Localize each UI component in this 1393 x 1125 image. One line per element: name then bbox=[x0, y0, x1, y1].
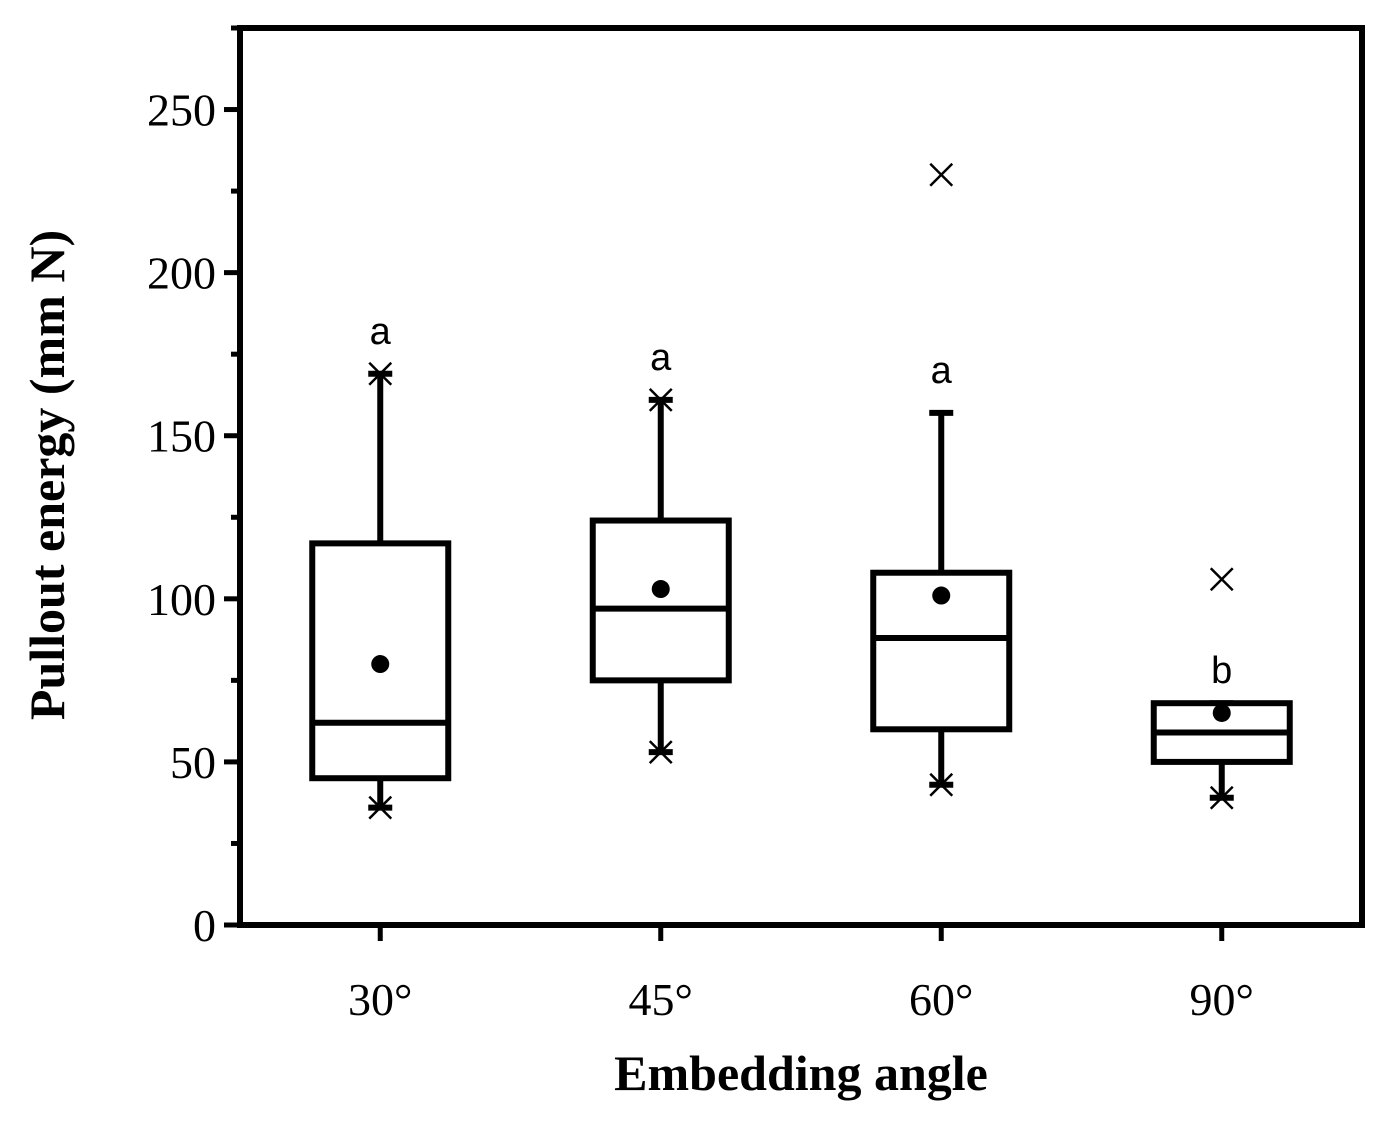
min-marker bbox=[929, 772, 954, 797]
box-1: a bbox=[309, 311, 452, 820]
outlier-marker bbox=[929, 162, 954, 187]
y-tick-label: 0 bbox=[193, 900, 216, 951]
max-marker bbox=[648, 387, 673, 412]
box-series: a a a b bbox=[309, 162, 1293, 820]
interquartile-box bbox=[589, 517, 732, 684]
significance-label: a bbox=[370, 311, 392, 353]
max-marker-stroke bbox=[368, 361, 393, 386]
min-marker-stroke bbox=[648, 740, 673, 765]
x-tick-label: 30° bbox=[348, 974, 412, 1025]
x-axis: 30° 45° 60° 90° bbox=[348, 925, 1254, 1025]
y-tick-label: 200 bbox=[147, 248, 216, 299]
y-tick-label: 150 bbox=[147, 411, 216, 462]
min-marker-stroke bbox=[929, 772, 954, 797]
box-3: a bbox=[870, 162, 1013, 797]
y-tick-label: 50 bbox=[170, 737, 216, 788]
significance-label: a bbox=[650, 337, 672, 379]
y-axis: 0 50 100 150 200 250 bbox=[147, 25, 240, 951]
outlier-marker-stroke bbox=[929, 162, 954, 187]
min-marker-stroke bbox=[1209, 785, 1234, 810]
mean-marker bbox=[932, 586, 951, 605]
plot-frame bbox=[237, 25, 1365, 928]
mean-marker bbox=[651, 580, 670, 599]
mean-marker bbox=[1212, 703, 1231, 722]
outlier-marker bbox=[1209, 567, 1234, 592]
box-4: b bbox=[1150, 567, 1293, 810]
y-tick-label: 250 bbox=[147, 85, 216, 136]
box-2: a bbox=[589, 337, 732, 765]
y-axis-title: Pullout energy (mm N) bbox=[19, 230, 75, 720]
max-marker bbox=[368, 361, 393, 386]
max-marker-stroke bbox=[648, 387, 673, 412]
significance-label: a bbox=[931, 350, 953, 392]
min-marker-stroke bbox=[368, 795, 393, 820]
x-tick-label: 90° bbox=[1190, 974, 1254, 1025]
significance-label: b bbox=[1211, 650, 1232, 692]
min-marker bbox=[648, 740, 673, 765]
x-tick-label: 45° bbox=[629, 974, 693, 1025]
mean-marker bbox=[371, 655, 390, 674]
min-marker bbox=[368, 795, 393, 820]
outlier-marker-stroke bbox=[1209, 567, 1234, 592]
x-axis-title: Embedding angle bbox=[614, 1045, 988, 1101]
y-tick-label: 100 bbox=[147, 574, 216, 625]
min-marker bbox=[1209, 785, 1234, 810]
x-tick-label: 60° bbox=[909, 974, 973, 1025]
